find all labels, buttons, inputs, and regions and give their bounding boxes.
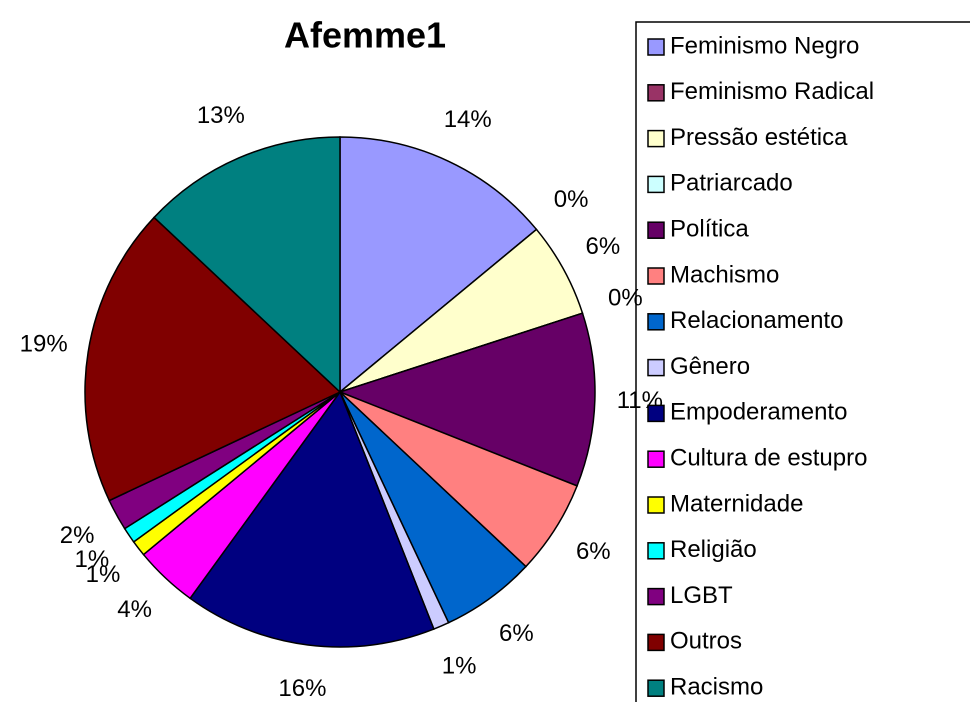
legend-swatch bbox=[647, 38, 665, 56]
legend-swatch bbox=[647, 404, 665, 423]
data-label: 19% bbox=[20, 330, 68, 357]
legend-swatch bbox=[647, 358, 665, 377]
legend-label: Religião bbox=[670, 536, 757, 563]
data-label: 1% bbox=[442, 653, 477, 680]
pie-slice bbox=[339, 136, 538, 394]
legend-swatch bbox=[647, 542, 665, 560]
legend-swatch bbox=[647, 129, 665, 148]
legend-label: Outros bbox=[670, 628, 742, 655]
legend-label: Patriarcado bbox=[670, 170, 793, 197]
data-label: 1% bbox=[75, 546, 110, 573]
legend-box bbox=[635, 21, 970, 702]
legend-label: Cultura de estupro bbox=[670, 445, 867, 472]
data-label: 2% bbox=[60, 522, 95, 549]
legend-swatch bbox=[647, 587, 665, 606]
data-label: 14% bbox=[444, 106, 492, 133]
legend-swatch bbox=[647, 84, 665, 102]
legend-label: Empoderamento bbox=[670, 399, 847, 426]
legend-label: Feminismo Negro bbox=[670, 32, 859, 59]
legend-swatch bbox=[647, 175, 665, 194]
pie-slice bbox=[153, 136, 341, 394]
pie-slice bbox=[84, 216, 342, 502]
legend-label: LGBT bbox=[670, 582, 733, 609]
legend-label: Racismo bbox=[670, 674, 763, 701]
data-label: 1% bbox=[86, 561, 121, 588]
data-label: 0% bbox=[608, 285, 643, 312]
legend-swatch bbox=[647, 496, 665, 514]
pie-slice bbox=[189, 390, 435, 648]
legend-swatch bbox=[647, 679, 665, 697]
legend-label: Gênero bbox=[670, 353, 750, 380]
legend-label: Pressão estética bbox=[670, 124, 848, 151]
chart-title: Afemme1 bbox=[284, 15, 446, 56]
data-label: 13% bbox=[197, 102, 245, 129]
data-label: 16% bbox=[278, 675, 326, 702]
legend-swatch bbox=[647, 267, 665, 285]
legend-swatch bbox=[647, 450, 665, 468]
data-label: 6% bbox=[586, 233, 621, 260]
data-label: 0% bbox=[554, 186, 589, 213]
data-label: 4% bbox=[117, 596, 152, 623]
pie-slice bbox=[337, 312, 596, 487]
legend-label: Relacionamento bbox=[670, 307, 843, 334]
data-label: 6% bbox=[499, 620, 534, 647]
legend-label: Feminismo Radical bbox=[670, 78, 874, 105]
legend-label: Maternidade bbox=[670, 490, 803, 517]
legend-swatch bbox=[647, 313, 665, 331]
legend-swatch bbox=[647, 221, 665, 239]
legend-swatch bbox=[647, 633, 665, 652]
data-label: 6% bbox=[576, 538, 611, 565]
legend-label: Política bbox=[670, 216, 749, 243]
legend-label: Machismo bbox=[670, 261, 779, 288]
